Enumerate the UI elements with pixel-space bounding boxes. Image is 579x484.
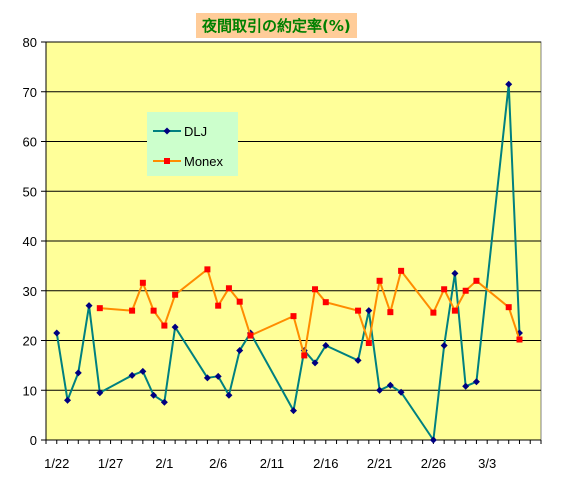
x-tick-label: 2/6 xyxy=(209,456,227,471)
data-point-dlj xyxy=(236,346,244,354)
data-point-monex xyxy=(96,305,103,312)
data-point-dlj xyxy=(311,359,319,367)
legend: DLJ Monex xyxy=(147,112,238,176)
data-point-dlj xyxy=(386,381,394,389)
gridlines xyxy=(46,41,541,391)
data-point-dlj xyxy=(160,398,168,406)
data-point-monex xyxy=(376,277,383,284)
y-tick-label: 0 xyxy=(30,433,37,448)
legend-label: DLJ xyxy=(184,124,207,139)
data-point-dlj xyxy=(376,386,384,394)
data-point-monex xyxy=(150,307,157,314)
data-point-monex xyxy=(290,313,297,320)
data-point-dlj xyxy=(462,382,470,390)
data-point-monex xyxy=(451,307,458,314)
data-point-monex xyxy=(430,309,437,316)
data-point-dlj xyxy=(505,80,513,88)
x-tick-label: 2/16 xyxy=(313,456,338,471)
data-point-monex xyxy=(204,266,211,273)
data-point-dlj xyxy=(139,367,147,375)
data-point-monex xyxy=(365,339,372,346)
legend-box xyxy=(147,112,238,176)
y-tick-label: 70 xyxy=(23,85,37,100)
y-tick-label: 50 xyxy=(23,184,37,199)
data-point-dlj xyxy=(53,329,61,337)
data-point-dlj xyxy=(365,307,373,315)
x-tick-label: 2/11 xyxy=(260,456,284,471)
data-point-dlj xyxy=(214,372,222,380)
data-point-dlj xyxy=(171,323,179,331)
data-point-monex xyxy=(215,302,222,309)
y-tick-label: 30 xyxy=(23,284,37,299)
data-point-monex xyxy=(516,336,523,343)
legend-item-monex: Monex xyxy=(153,154,224,169)
data-point-monex xyxy=(247,332,254,339)
data-point-monex xyxy=(441,286,448,293)
series-dlj xyxy=(53,80,523,444)
data-point-dlj xyxy=(85,302,93,310)
data-point-monex xyxy=(172,291,179,298)
chart-title: 夜間取引の約定率(%) xyxy=(196,13,357,38)
y-tick-label: 80 xyxy=(23,35,37,50)
data-point-dlj xyxy=(74,369,82,377)
y-tick-label: 60 xyxy=(23,135,37,150)
data-point-monex xyxy=(129,307,136,314)
data-point-dlj xyxy=(128,371,136,379)
data-point-monex xyxy=(312,286,319,293)
data-point-monex xyxy=(301,352,308,359)
x-tick-label: 3/3 xyxy=(478,456,496,471)
x-tick-label: 2/21 xyxy=(367,456,392,471)
data-point-dlj xyxy=(397,388,405,396)
x-tick-label: 1/27 xyxy=(98,456,123,471)
data-point-monex xyxy=(387,309,394,316)
x-tick-label: 2/1 xyxy=(155,456,173,471)
data-point-monex xyxy=(505,304,512,311)
data-point-monex xyxy=(139,279,146,286)
data-point-monex xyxy=(398,267,405,274)
data-point-monex xyxy=(236,298,243,305)
data-point-dlj xyxy=(150,391,158,399)
series-monex xyxy=(96,266,523,359)
data-point-dlj xyxy=(472,378,480,386)
series-group xyxy=(53,80,523,444)
data-point-dlj xyxy=(354,356,362,364)
data-point-dlj xyxy=(290,407,297,415)
data-point-monex xyxy=(473,277,480,284)
data-point-monex xyxy=(161,322,168,329)
x-tick-label: 2/26 xyxy=(421,456,446,471)
y-tick-label: 10 xyxy=(23,383,37,398)
data-point-dlj xyxy=(451,269,459,277)
data-point-dlj xyxy=(64,396,72,404)
data-point-dlj xyxy=(225,391,233,399)
data-point-dlj xyxy=(440,341,448,349)
data-point-dlj xyxy=(96,389,104,397)
legend-label: Monex xyxy=(184,154,224,169)
y-tick-label: 40 xyxy=(23,234,37,249)
axes: 0 10 20 30 40 50 60 70 80 1/22 1/27 2/1 2/6 2/11 2/16 2… xyxy=(23,35,542,471)
data-point-monex xyxy=(225,285,232,292)
legend-item-dlj: DLJ xyxy=(153,124,207,139)
y-tick-label: 20 xyxy=(23,334,37,349)
data-point-dlj xyxy=(203,374,211,382)
x-tick-label: 1/22 xyxy=(44,456,69,471)
data-point-monex xyxy=(462,287,469,294)
data-point-dlj xyxy=(322,341,330,349)
legend-marker xyxy=(163,127,171,135)
data-point-monex xyxy=(322,299,329,306)
legend-marker xyxy=(164,158,170,164)
data-point-dlj xyxy=(429,436,437,444)
data-point-monex xyxy=(355,307,362,314)
